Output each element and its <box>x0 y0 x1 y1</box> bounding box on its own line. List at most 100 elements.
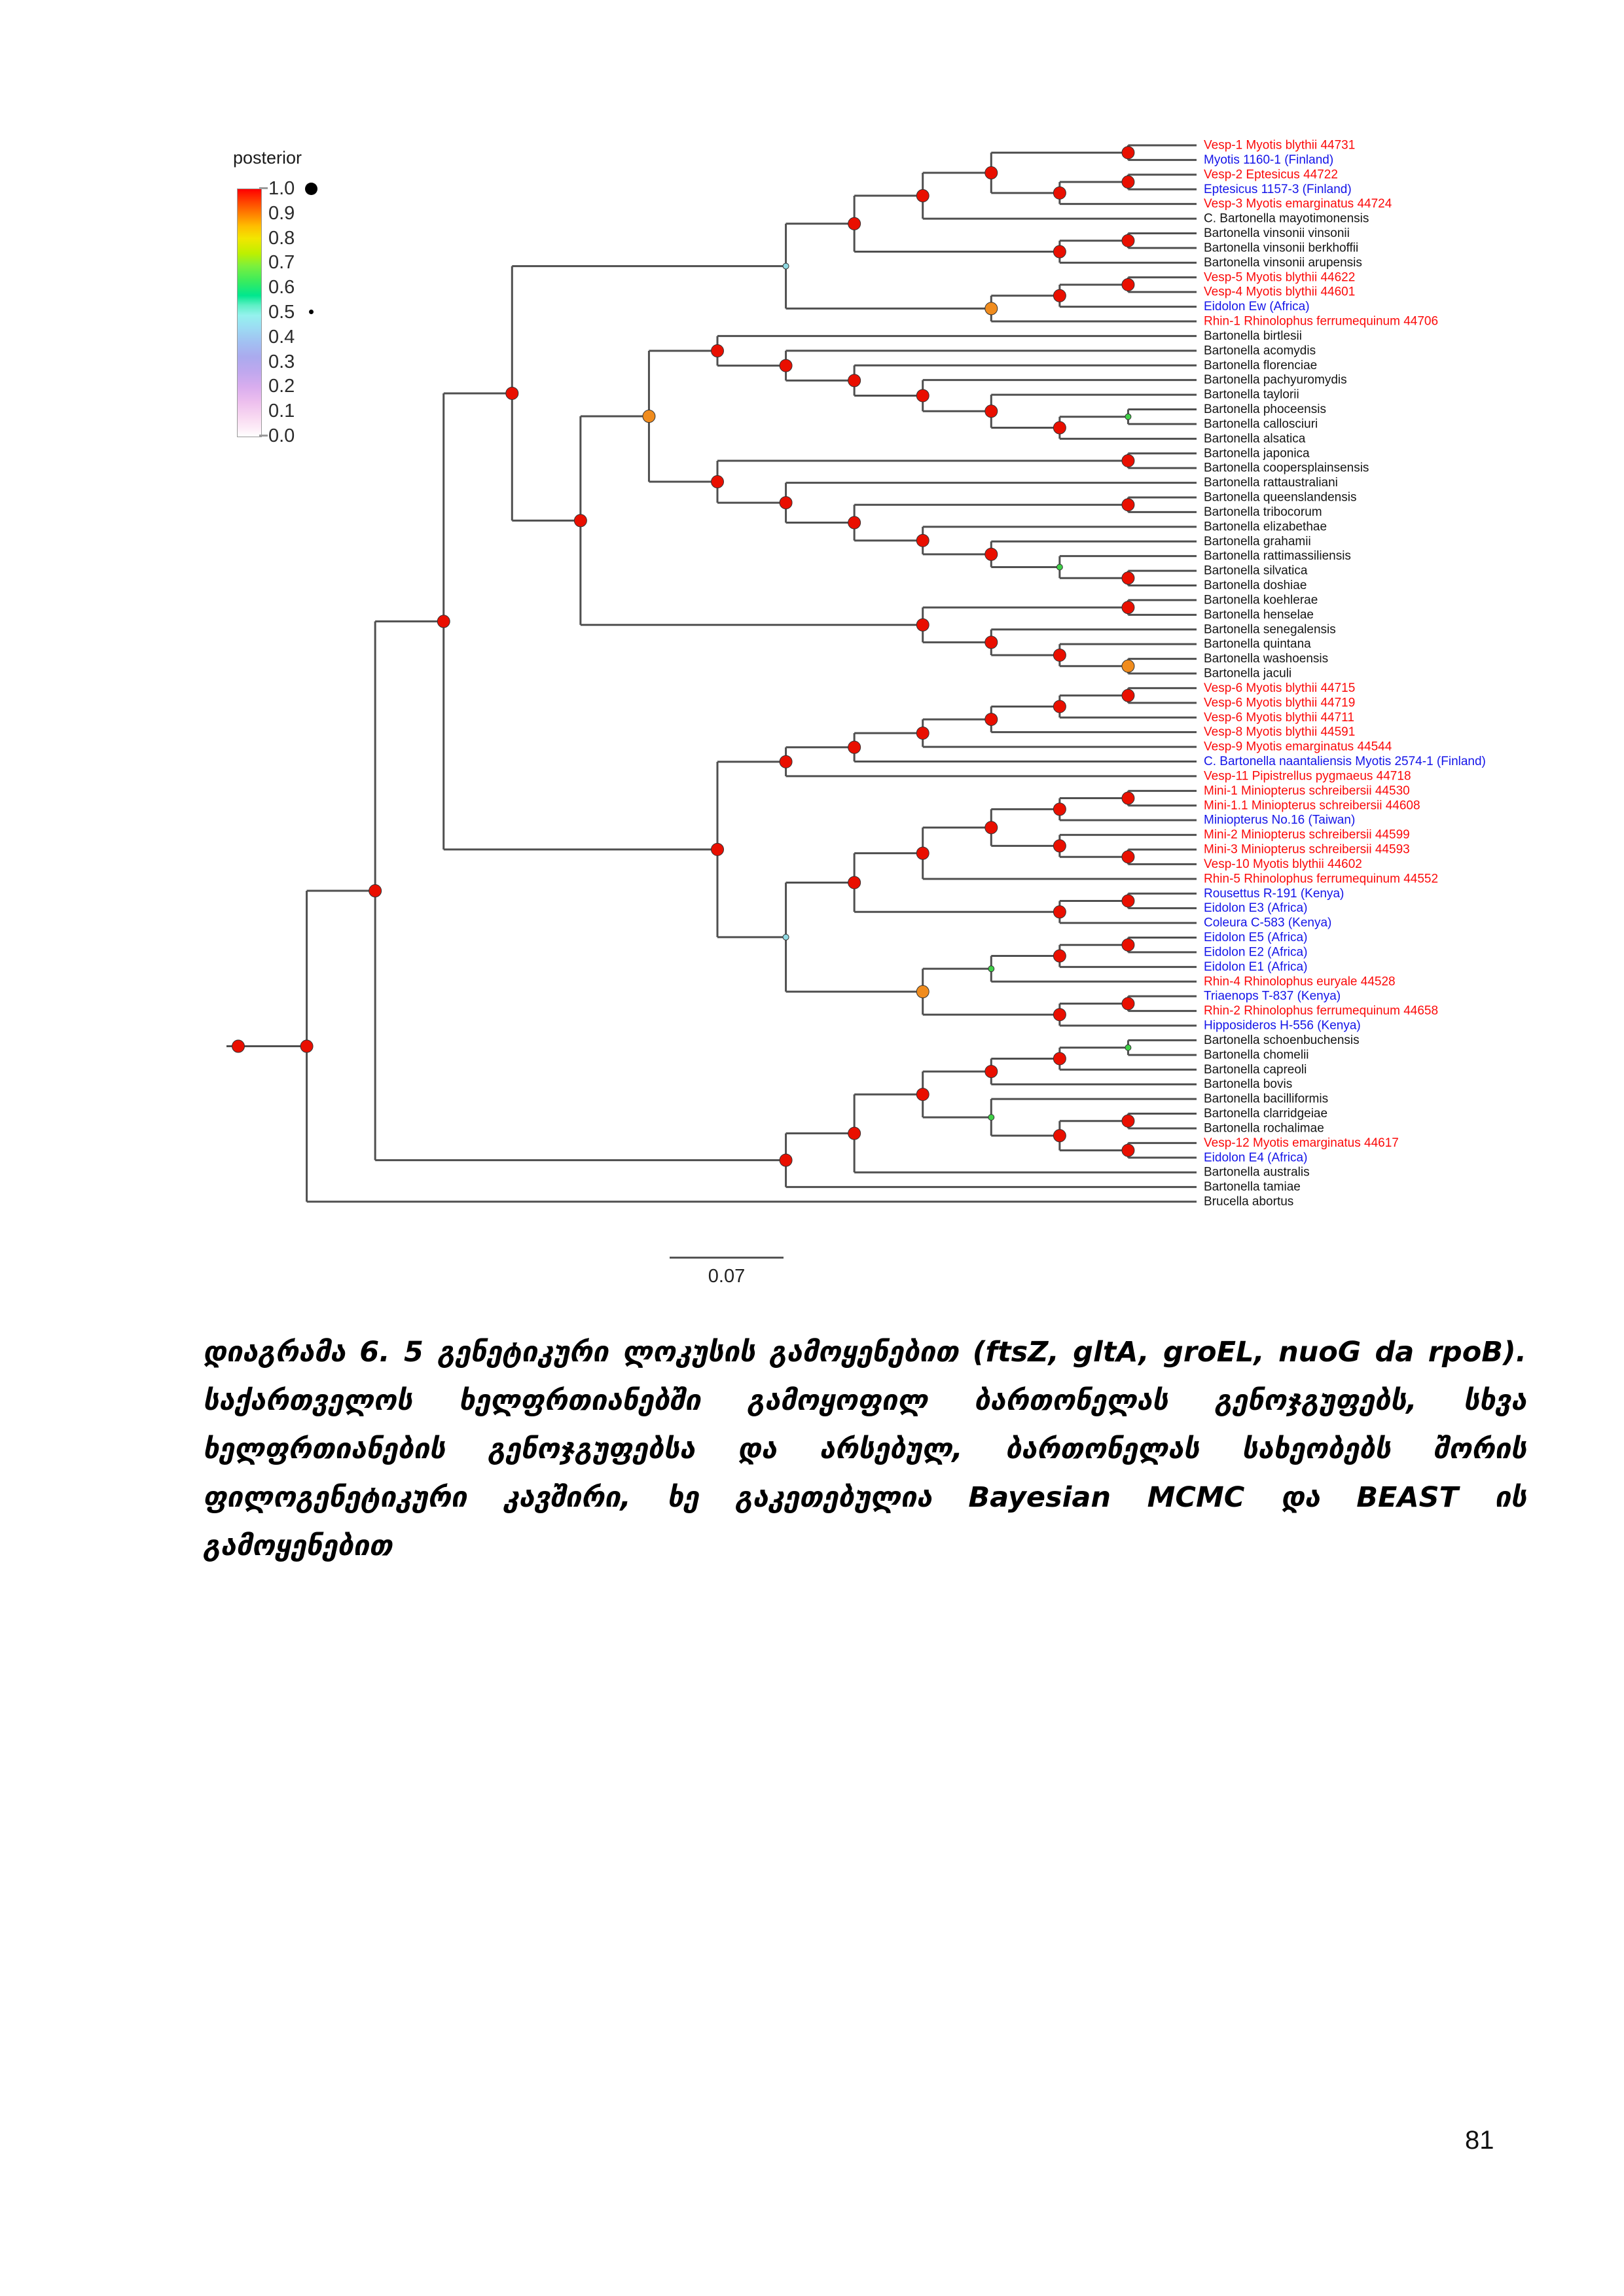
tip-label: Bartonella vinsonii berkhoffii <box>1204 241 1358 255</box>
tip-label: Vesp-9 Myotis emarginatus 44544 <box>1204 740 1392 754</box>
tip-label: C. Bartonella naantaliensis Myotis 2574-… <box>1204 755 1486 768</box>
scale-bar <box>670 1257 784 1259</box>
node-support-dot <box>437 615 450 628</box>
legend-tick-label: 0.7 <box>268 252 295 274</box>
tip-label: Coleura C-583 (Kenya) <box>1204 916 1331 930</box>
node-support-dot <box>848 374 861 387</box>
tip-label: Bartonella alsatica <box>1204 432 1306 446</box>
tip-label: Vesp-5 Myotis blythii 44622 <box>1204 270 1355 284</box>
tip-label: Bartonella florenciae <box>1204 359 1317 372</box>
node-support-dot <box>916 533 929 547</box>
tip-label: Bartonella washoensis <box>1204 652 1328 666</box>
node-support-dot <box>782 933 789 941</box>
tip-label: Bartonella silvatica <box>1204 564 1308 578</box>
tip-label: Eidolon Ew (Africa) <box>1204 300 1310 314</box>
node-support-dot <box>848 217 861 230</box>
node-support-dot <box>1056 564 1063 571</box>
tip-label: Bartonella schoenbuchensis <box>1204 1033 1360 1047</box>
tip-label: Bartonella chomelii <box>1204 1048 1309 1062</box>
node-support-dot <box>1121 938 1135 952</box>
tip-label: Rhin-2 Rhinolophus ferrumequinum 44658 <box>1204 1004 1438 1018</box>
node-support-dot <box>848 740 861 754</box>
node-support-dot <box>1121 791 1135 805</box>
tip-label: Eidolon E5 (Africa) <box>1204 931 1307 944</box>
tip-label: Bartonella phoceensis <box>1204 403 1326 416</box>
node-support-dot <box>1053 802 1066 816</box>
node-support-dot <box>1053 839 1066 853</box>
tip-label: Vesp-3 Myotis emarginatus 44724 <box>1204 197 1392 211</box>
node-support-dot <box>1053 421 1066 435</box>
tip-label: Bartonella queenslandensis <box>1204 491 1356 505</box>
tip-label: Bartonella pachyuromydis <box>1204 373 1347 387</box>
node-support-dot <box>916 389 929 403</box>
node-size-small-dot-icon <box>309 310 314 314</box>
tip-label: Bartonella clarridgeiae <box>1204 1107 1327 1121</box>
node-support-dot <box>984 302 998 315</box>
node-support-dot <box>984 636 998 649</box>
tip-label: C. Bartonella mayotimonensis <box>1204 212 1369 226</box>
node-support-dot <box>848 876 861 889</box>
tip-label: Vesp-11 Pipistrellus pygmaeus 44718 <box>1204 769 1411 783</box>
node-support-dot <box>1053 186 1066 200</box>
tip-label: Bartonella henselae <box>1204 608 1314 622</box>
tip-label: Vesp-10 Myotis blythii 44602 <box>1204 857 1362 871</box>
node-support-dot <box>1121 234 1135 247</box>
tip-label: Bartonella rattimassiliensis <box>1204 549 1351 563</box>
tip-label: Bartonella quintana <box>1204 637 1311 651</box>
node-support-dot <box>779 755 793 768</box>
tip-label: Vesp-6 Myotis blythii 44715 <box>1204 681 1355 695</box>
tip-label: Bartonella japonica <box>1204 446 1310 460</box>
legend-tick-label: 0.3 <box>268 351 295 372</box>
node-support-dot <box>1121 498 1135 512</box>
tip-label: Bartonella birtlesii <box>1204 329 1302 343</box>
node-support-dot <box>988 1114 995 1121</box>
tip-label: Rousettus R-191 (Kenya) <box>1204 887 1344 901</box>
posterior-legend: posterior 1.0 0.9 0.8 0.7 0.6 0.5 0.4 0.3 0.2 0.1… <box>230 148 401 456</box>
tip-label: Vesp-2 Eptesicus 44722 <box>1204 168 1338 181</box>
node-support-dot <box>916 1088 929 1102</box>
tip-label: Eidolon E3 (Africa) <box>1204 901 1307 915</box>
tip-label: Brucella abortus <box>1204 1195 1293 1209</box>
node-support-dot <box>1121 659 1135 673</box>
legend-tick-mark <box>259 187 268 189</box>
tip-label: Bartonella coopersplainsensis <box>1204 461 1369 475</box>
node-support-dot <box>779 496 793 510</box>
tip-label: Bartonella taylorii <box>1204 388 1299 402</box>
legend-tick-label: 0.8 <box>268 227 295 249</box>
node-support-dot <box>848 516 861 529</box>
legend-tick-label: 0.0 <box>268 425 295 446</box>
node-support-dot <box>916 846 929 860</box>
tip-label: Vesp-1 Myotis blythii 44731 <box>1204 139 1355 152</box>
node-support-dot <box>984 547 998 561</box>
node-support-dot <box>711 475 724 489</box>
node-support-dot <box>1121 146 1135 160</box>
tip-label: Vesp-12 Myotis emarginatus 44617 <box>1204 1136 1399 1150</box>
tip-label: Bartonella elizabethae <box>1204 520 1327 533</box>
node-support-dot <box>779 1153 793 1167</box>
node-support-dot <box>1121 278 1135 291</box>
tip-label: Bartonella acomydis <box>1204 344 1316 357</box>
node-support-dot <box>1053 1129 1066 1143</box>
tip-label: Bartonella rattaustraliani <box>1204 476 1338 490</box>
node-support-dot <box>782 262 789 270</box>
page-number: 81 <box>1465 2126 1494 2155</box>
node-support-dot <box>1121 894 1135 908</box>
tip-label: Bartonella rochalimae <box>1204 1121 1324 1135</box>
tip-label: Bartonella bacilliformis <box>1204 1092 1328 1106</box>
legend-title: posterior <box>233 148 302 168</box>
legend-tick-label: 0.9 <box>268 202 295 224</box>
legend-tick-label: 0.4 <box>268 326 295 348</box>
node-support-dot <box>1121 1114 1135 1128</box>
node-support-dot <box>1053 949 1066 963</box>
node-support-dot <box>984 404 998 418</box>
tip-label: Bartonella koehlerae <box>1204 593 1318 607</box>
node-support-dot <box>779 359 793 372</box>
tip-label: Vesp-8 Myotis blythii 44591 <box>1204 725 1355 739</box>
tip-label: Bartonella tribocorum <box>1204 505 1322 519</box>
tip-label: Bartonella senegalensis <box>1204 622 1336 636</box>
tip-label: Bartonella bovis <box>1204 1077 1292 1091</box>
tip-label: Myotis 1160-1 (Finland) <box>1204 153 1333 167</box>
node-support-dot <box>916 189 929 203</box>
tip-label: Rhin-1 Rhinolophus ferrumequinum 44706 <box>1204 315 1438 329</box>
